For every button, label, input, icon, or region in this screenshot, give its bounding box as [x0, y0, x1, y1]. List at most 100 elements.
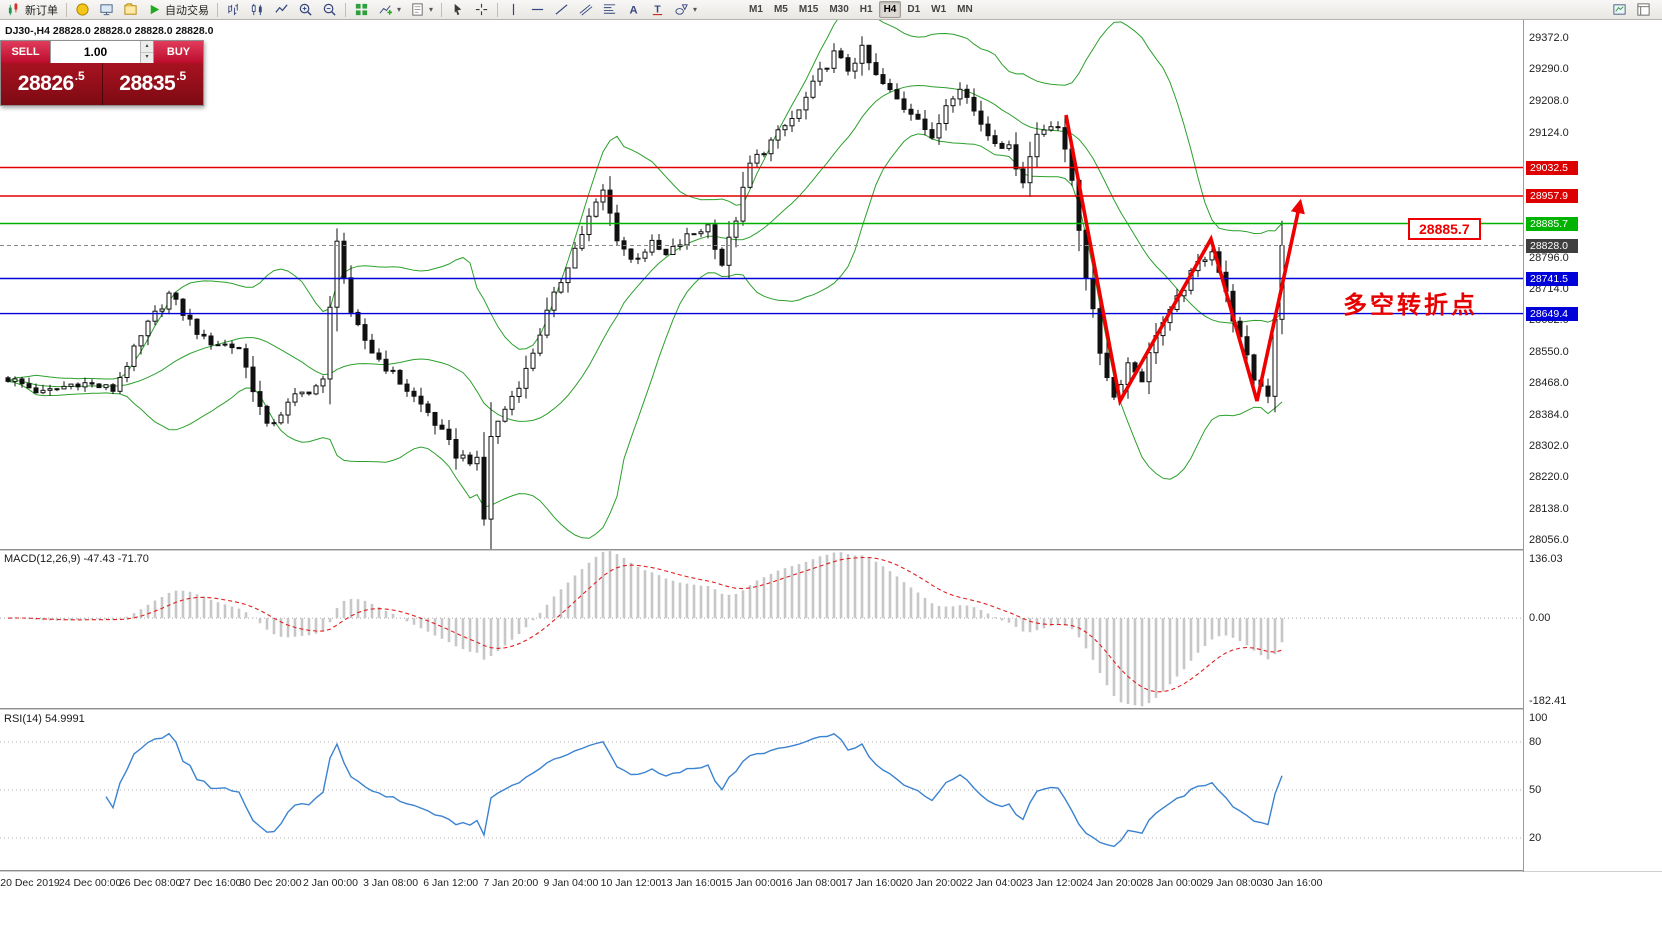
horizontal-line-icon [531, 8, 544, 11]
macd-canvas[interactable] [0, 551, 1523, 708]
timeframe-button-mn[interactable]: MN [952, 1, 978, 18]
bollinger-upper-line [7, 20, 1283, 382]
autotrading-button[interactable]: 自动交易 [143, 1, 213, 19]
price-tick: 28056.0 [1529, 534, 1569, 546]
tile-windows-icon [355, 3, 368, 16]
crosshair-button[interactable] [470, 1, 493, 19]
price-badge: 28885.7 [1526, 216, 1578, 231]
price-tick: 28220.0 [1529, 471, 1569, 484]
time-label: 20 Dec 2019 [0, 877, 60, 889]
cursor-icon [454, 3, 462, 16]
turning-point-label[interactable]: 多空转折点 [1343, 292, 1478, 319]
timeframe-button-m5[interactable]: M5 [769, 1, 793, 18]
data-window-button[interactable] [95, 1, 118, 19]
navigator-icon [124, 3, 137, 15]
time-label: 9 Jan 04:00 [543, 877, 599, 889]
toolbar-separator [441, 2, 443, 17]
navigator-button[interactable] [119, 1, 142, 19]
crosshair-icon [475, 3, 488, 16]
rsi-scale-label: 80 [1529, 736, 1542, 748]
volume-value[interactable]: 1.00 [83, 45, 108, 59]
timeframe-button-m15[interactable]: M15 [794, 1, 823, 18]
macd-scale-label: -182.41 [1529, 695, 1567, 707]
bear-candles [5, 44, 1271, 520]
channel-button[interactable] [574, 1, 597, 19]
fibonacci-icon [603, 4, 616, 14]
rsi-scale-label: 20 [1529, 832, 1542, 844]
price-tick: 28302.0 [1529, 440, 1569, 453]
text-icon: A [629, 4, 637, 16]
cursor-button[interactable] [446, 1, 469, 19]
time-label: 30 Jan 16:00 [1261, 877, 1323, 889]
volume-down-button[interactable]: ▾ [141, 52, 153, 63]
price-badge: 28828.0 [1526, 238, 1578, 253]
time-label: 24 Jan 20:00 [1081, 877, 1143, 889]
vertical-line-icon [512, 3, 515, 16]
time-label: 2 Jan 00:00 [303, 877, 358, 889]
svg-text:T: T [654, 4, 661, 15]
indicators-button[interactable]: ▾ [374, 1, 405, 19]
dropdown-arrow-icon: ▾ [693, 5, 698, 14]
indicators-icon [379, 5, 393, 15]
market-watch-icon [76, 3, 89, 16]
timeframe-button-h1[interactable]: H1 [855, 1, 878, 18]
rsi-canvas[interactable] [0, 710, 1523, 870]
price-axis-border [1523, 20, 1524, 872]
one-click-trading-panel: SELL 1.00 ▴ ▾ BUY 28826 .5 28835 .5 [0, 40, 204, 106]
price-tick: 28384.0 [1529, 408, 1569, 421]
zoom-out-button[interactable] [318, 1, 341, 19]
price-tick: 28796.0 [1529, 251, 1569, 264]
time-label: 15 Jan 00:00 [720, 877, 782, 889]
autotrading-label: 自动交易 [165, 4, 209, 17]
horizontal-line-button[interactable] [526, 1, 549, 19]
new-order-button[interactable]: 新订单 [3, 1, 62, 19]
price-annotation-box[interactable]: 28885.7 [1408, 218, 1481, 240]
zoom-in-icon [299, 3, 312, 16]
line-chart-icon [275, 4, 288, 13]
timeframe-button-m1[interactable]: M1 [744, 1, 768, 18]
panel-separator[interactable] [0, 870, 1662, 872]
rsi-scale-label: 100 [1529, 712, 1548, 724]
templates-button[interactable]: ▾ [406, 1, 437, 19]
main-chart-canvas[interactable] [0, 20, 1523, 549]
buy-button[interactable]: BUY [154, 41, 203, 63]
chart-profile-button[interactable] [1608, 1, 1631, 19]
window-list-icon [1637, 3, 1650, 16]
candlestick-chart-button[interactable] [246, 1, 269, 19]
tile-windows-button[interactable] [350, 1, 373, 19]
bar-chart-button[interactable] [222, 1, 245, 19]
chart-profile-icon [1613, 4, 1626, 15]
one-click-trading-controls: SELL 1.00 ▴ ▾ BUY [1, 41, 203, 63]
shapes-button[interactable]: ▾ [670, 1, 701, 19]
time-label: 10 Jan 12:00 [600, 877, 662, 889]
dropdown-arrow-icon: ▾ [397, 5, 402, 14]
zoom-in-button[interactable] [294, 1, 317, 19]
shapes-icon [675, 4, 688, 15]
panel-separator[interactable] [0, 708, 1662, 710]
timeframe-button-w1[interactable]: W1 [926, 1, 951, 18]
time-label: 29 Jan 08:00 [1201, 877, 1263, 889]
label-button[interactable]: T [646, 1, 669, 19]
trend-arrow-drawing[interactable] [1064, 114, 1305, 407]
macd-scale-label: 136.03 [1529, 553, 1563, 565]
vertical-line-button[interactable] [502, 1, 525, 19]
toolbar-right-group [1608, 1, 1655, 19]
timeframe-button-d1[interactable]: D1 [902, 1, 925, 18]
buy-price-fraction: .5 [176, 69, 187, 83]
panel-separator[interactable] [0, 549, 1662, 551]
buy-price: 28835 .5 [103, 63, 204, 105]
time-label: 17 Jan 16:00 [841, 877, 902, 889]
volume-up-button[interactable]: ▴ [141, 41, 153, 53]
timeframe-button-m30[interactable]: M30 [824, 1, 853, 18]
sell-button[interactable]: SELL [1, 41, 50, 63]
volume-input[interactable]: 1.00 ▴ ▾ [50, 41, 154, 63]
price-tick: 28138.0 [1529, 502, 1569, 515]
fibonacci-button[interactable] [598, 1, 621, 19]
timeframe-button-h4[interactable]: H4 [878, 1, 902, 18]
templates-icon [412, 3, 423, 16]
trendline-button[interactable] [550, 1, 573, 19]
line-chart-button[interactable] [270, 1, 293, 19]
market-watch-button[interactable] [71, 1, 94, 19]
window-list-button[interactable] [1632, 1, 1655, 19]
text-button[interactable]: A [622, 1, 645, 19]
